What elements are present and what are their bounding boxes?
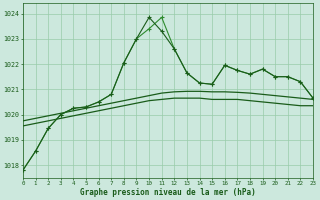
X-axis label: Graphe pression niveau de la mer (hPa): Graphe pression niveau de la mer (hPa) bbox=[80, 188, 256, 197]
